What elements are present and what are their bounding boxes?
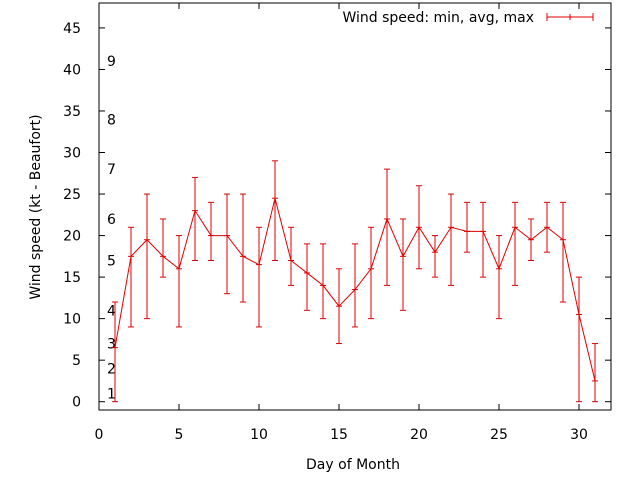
y-tick-label: 15 [63, 270, 81, 286]
beaufort-label: 6 [107, 212, 116, 228]
x-tick-label: 25 [490, 427, 508, 443]
beaufort-label: 5 [107, 253, 116, 269]
x-tick-label: 10 [250, 427, 268, 443]
y-tick-label: 35 [63, 104, 81, 120]
y-tick-label: 20 [63, 229, 81, 245]
beaufort-label: 2 [107, 361, 116, 377]
series-layer [112, 160, 598, 403]
x-tick-label: 30 [570, 427, 588, 443]
beaufort-label: 4 [107, 303, 116, 319]
y-tick-label: 5 [72, 353, 81, 369]
y-tick-label: 10 [63, 312, 81, 328]
y-tick-label: 30 [63, 146, 81, 162]
y-tick-label: 45 [63, 21, 81, 37]
y-axis-label: Wind speed (kt - Beaufort) [28, 114, 44, 299]
beaufort-label: 1 [107, 386, 116, 402]
x-axis-label: Day of Month [306, 457, 400, 473]
beaufort-label: 9 [107, 54, 116, 70]
y-tick-label: 25 [63, 187, 81, 203]
x-tick-label: 0 [95, 427, 104, 443]
beaufort-label: 3 [107, 337, 116, 353]
y-tick-label: 40 [63, 62, 81, 78]
legend-label: Wind speed: min, avg, max [342, 10, 534, 26]
beaufort-annotations: 1 2 3 4 5 6 7 8 9 [107, 54, 116, 402]
x-tick-label: 5 [175, 427, 184, 443]
x-tick-label: 15 [330, 427, 348, 443]
plot-frame [98, 2, 612, 411]
beaufort-label: 8 [107, 112, 116, 128]
y-tick-label: 0 [72, 395, 81, 411]
x-tick-label: 20 [410, 427, 428, 443]
legend: Wind speed: min, avg, max [342, 10, 594, 26]
beaufort-label: 7 [107, 162, 116, 178]
